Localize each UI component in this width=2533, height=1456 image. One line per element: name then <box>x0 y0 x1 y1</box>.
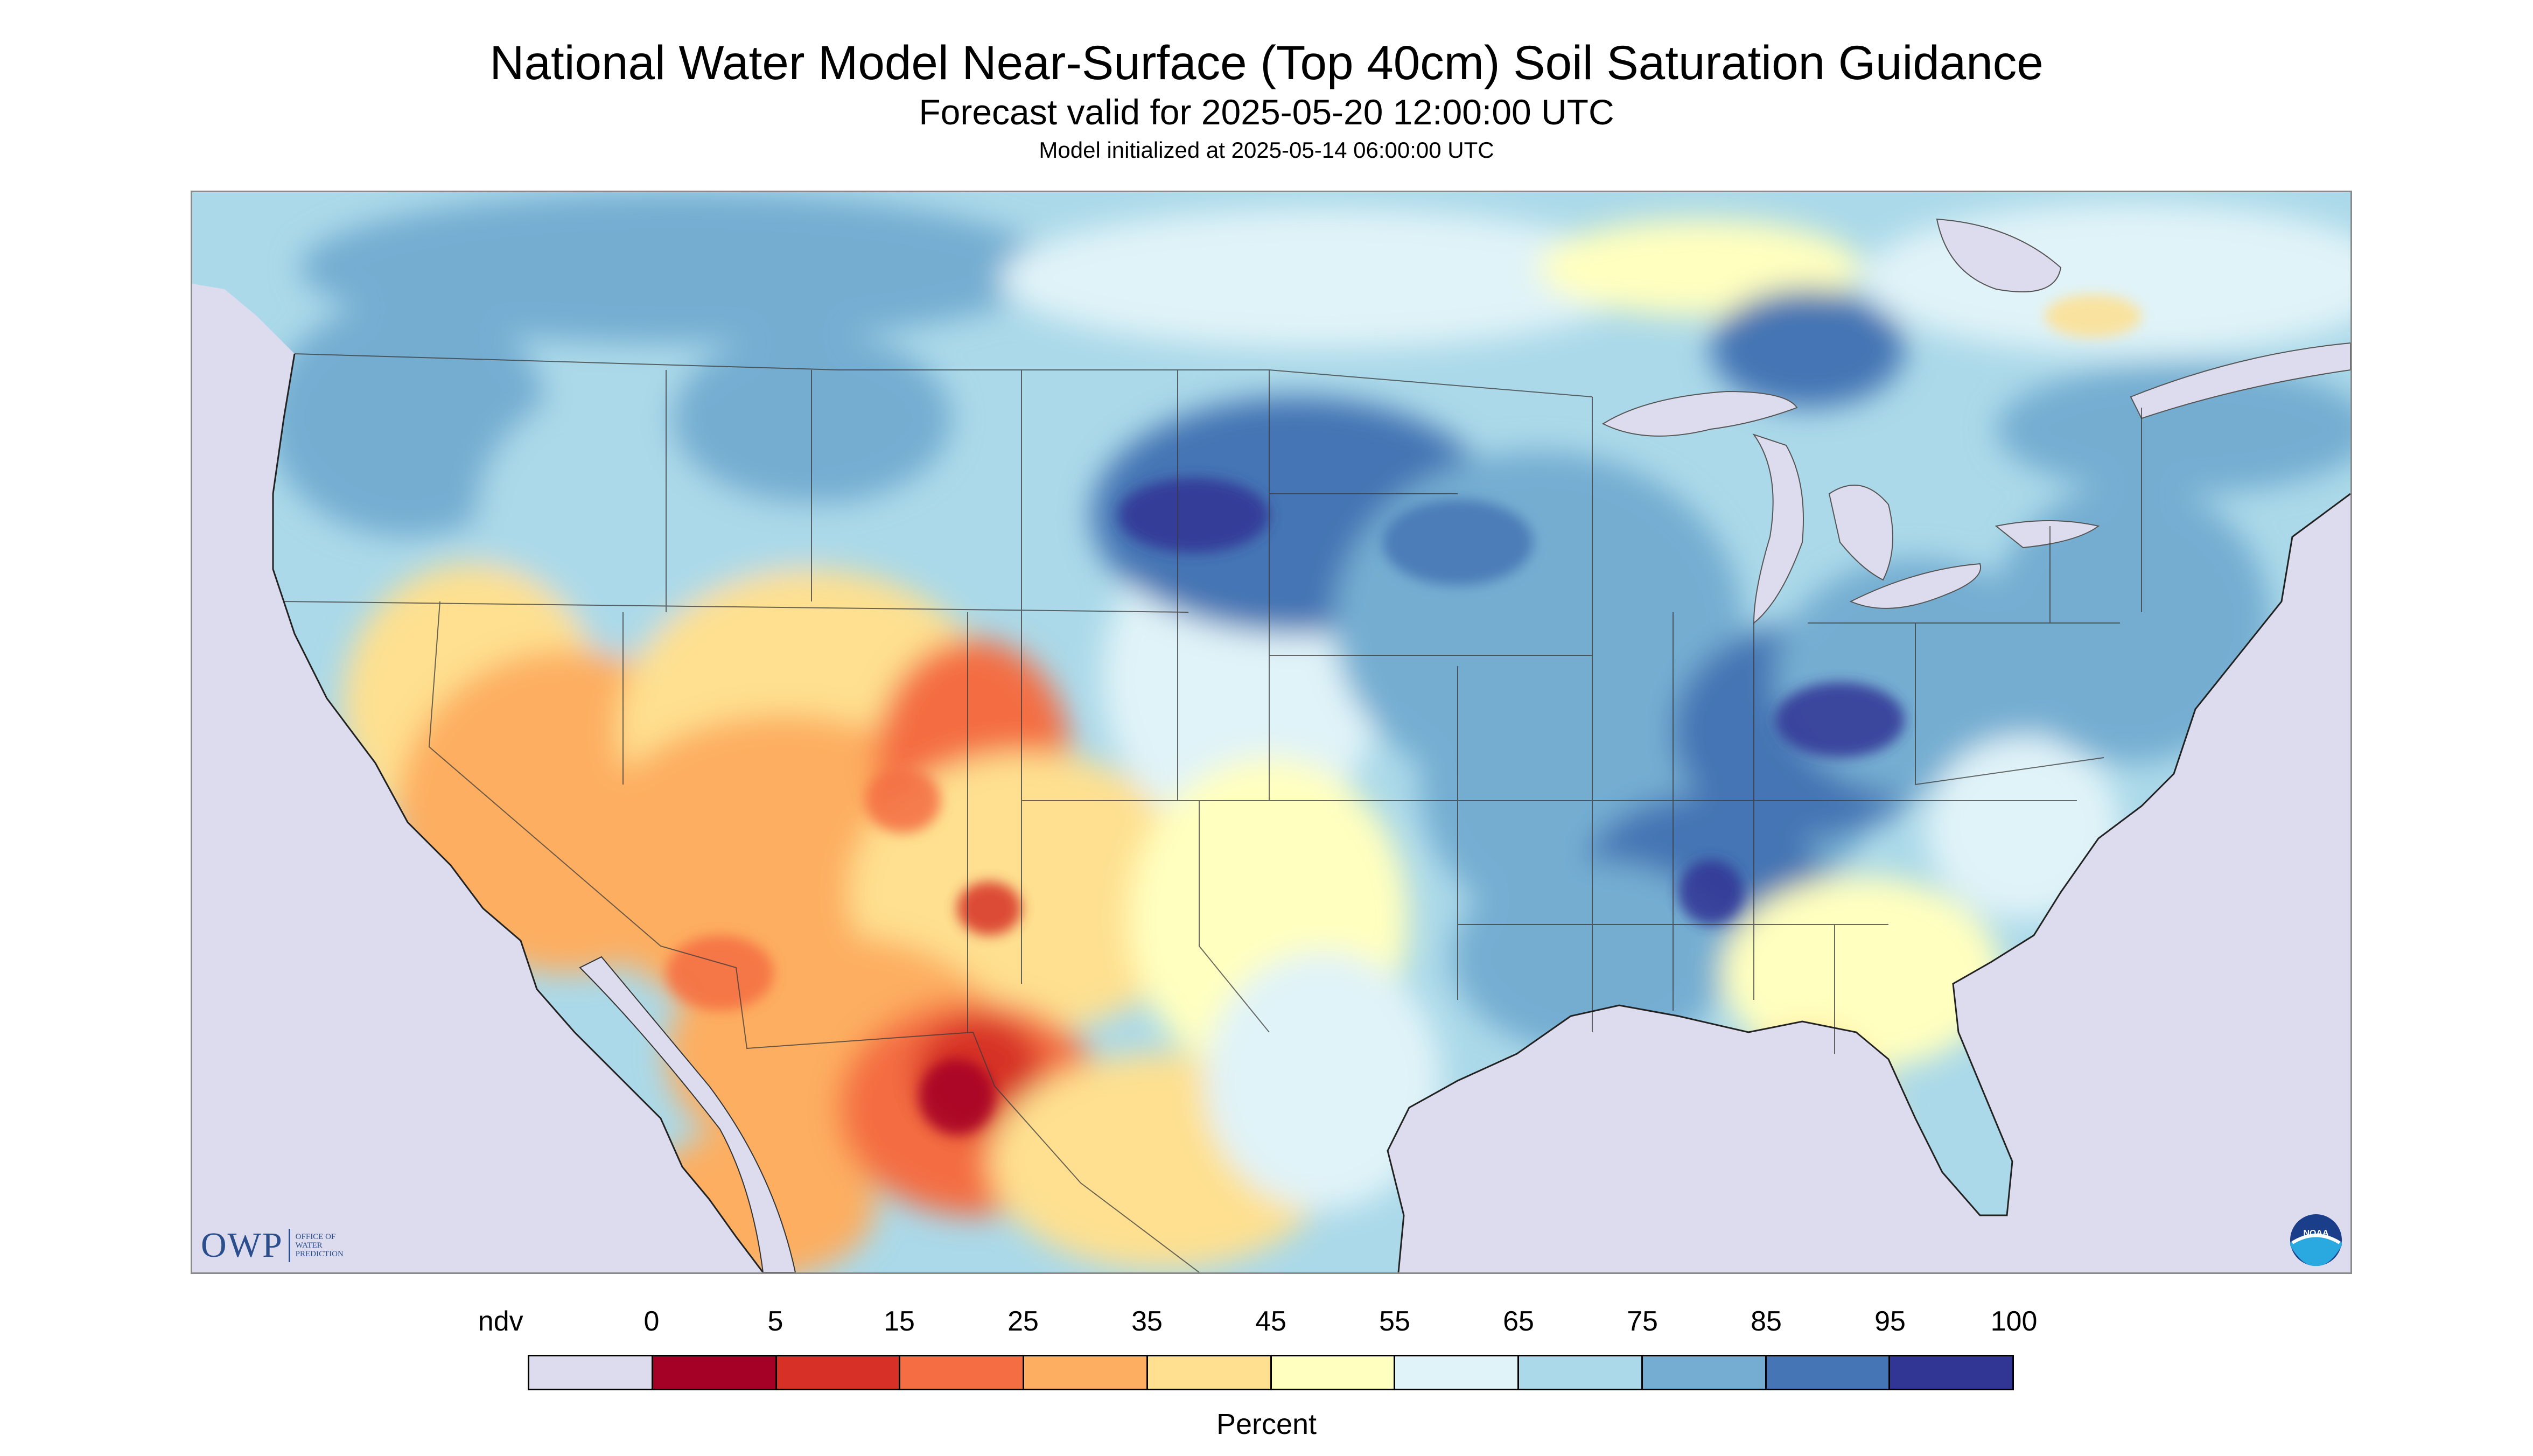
ndv-region-west <box>192 580 472 1272</box>
legend-swatch <box>1890 1356 2012 1389</box>
gulf-of-california <box>579 956 796 1272</box>
legend-swatch <box>1147 1356 1272 1389</box>
legend-swatch-ndv <box>529 1356 653 1389</box>
legend-swatch <box>1395 1356 1519 1389</box>
legend-swatch <box>1766 1356 1891 1389</box>
ndv-region-east <box>2002 494 2350 1272</box>
state-boundaries <box>283 353 2142 1272</box>
legend-swatch <box>1271 1356 1396 1389</box>
owp-logo-line: WATER <box>295 1241 323 1250</box>
legend-swatch <box>776 1356 901 1389</box>
legend-swatch <box>653 1356 777 1389</box>
owp-logo-line: PREDICTION <box>295 1250 344 1258</box>
coastlines <box>272 353 2350 1272</box>
legend-swatch <box>900 1356 1024 1389</box>
legend-label: 100 <box>1990 1306 2038 1337</box>
legend-swatch <box>1519 1356 1643 1389</box>
legend-label: 75 <box>1627 1306 1658 1337</box>
noaa-logo: NOAA <box>2290 1214 2342 1266</box>
map-panel: OWP OFFICE OF WATER PREDICTION NOAA <box>191 191 2352 1274</box>
legend-labels: ndv 0 5 15 25 35 45 55 65 75 85 95 100 <box>478 1305 2038 1343</box>
soil-saturation-map <box>192 192 2350 1272</box>
legend-label: 0 <box>643 1306 660 1337</box>
owp-logo: OWP OFFICE OF WATER PREDICTION <box>201 1225 344 1266</box>
legend-swatch <box>1024 1356 1148 1389</box>
legend-label: 25 <box>1007 1306 1039 1337</box>
great-lakes <box>1601 218 2350 625</box>
model-init-time: Model initialized at 2025-05-14 06:00:00… <box>1039 137 1494 163</box>
legend-label: 35 <box>1131 1306 1163 1337</box>
color-legend <box>528 1355 2014 1390</box>
noaa-logo-text: NOAA <box>2303 1229 2329 1238</box>
legend-label: 65 <box>1503 1306 1534 1337</box>
legend-swatch <box>1642 1356 1767 1389</box>
legend-label: 85 <box>1751 1306 1782 1337</box>
legend-label: 45 <box>1255 1306 1286 1337</box>
owp-logo-mark: OWP <box>201 1226 283 1265</box>
legend-label: 95 <box>1874 1306 1906 1337</box>
legend-label: 15 <box>884 1306 915 1337</box>
legend-units: Percent <box>1216 1408 1317 1440</box>
owp-logo-line: OFFICE OF <box>295 1233 336 1241</box>
legend-label: 5 <box>767 1306 783 1337</box>
map-title: National Water Model Near-Surface (Top 4… <box>489 36 2044 89</box>
owp-logo-divider <box>288 1229 290 1262</box>
forecast-valid-time: Forecast valid for 2025-05-20 12:00:00 U… <box>919 92 1614 132</box>
owp-logo-text: OFFICE OF WATER PREDICTION <box>296 1233 344 1258</box>
legend-label-ndv: ndv <box>478 1306 523 1337</box>
legend-label: 55 <box>1379 1306 1410 1337</box>
